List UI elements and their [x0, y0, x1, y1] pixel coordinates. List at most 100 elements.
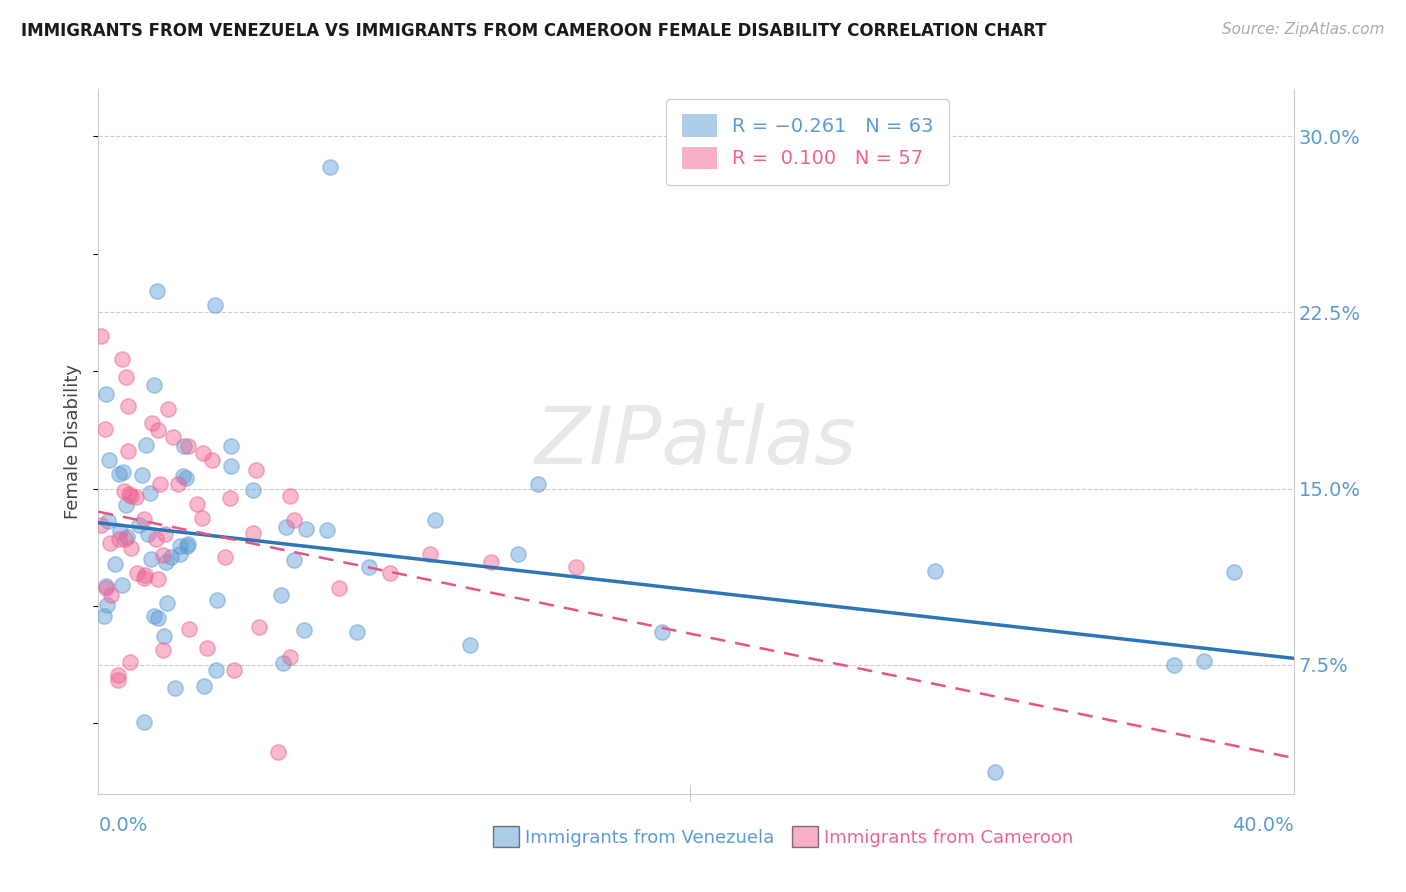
- Point: [169, 540, 191, 554]
- Point: [100, 589, 122, 603]
- Point: [104, 557, 127, 571]
- Point: [118, 487, 141, 501]
- Point: [564, 560, 586, 574]
- Point: [1223, 566, 1246, 580]
- Point: [176, 539, 198, 553]
- FancyBboxPatch shape: [792, 826, 818, 847]
- Point: [359, 559, 381, 574]
- Point: [146, 610, 169, 624]
- Point: [132, 571, 155, 585]
- Point: [132, 512, 155, 526]
- Point: [94, 579, 117, 593]
- Point: [146, 572, 169, 586]
- Point: [111, 352, 134, 367]
- Text: 40.0%: 40.0%: [1232, 816, 1294, 836]
- Point: [1192, 654, 1215, 668]
- Point: [142, 609, 165, 624]
- Point: [508, 547, 530, 561]
- Point: [127, 566, 149, 580]
- Point: [96, 599, 118, 613]
- Point: [148, 423, 170, 437]
- Point: [134, 568, 156, 582]
- Point: [190, 511, 212, 525]
- Point: [128, 518, 150, 533]
- Point: [90, 328, 112, 343]
- Point: [155, 556, 177, 570]
- Point: [143, 378, 166, 392]
- Point: [97, 514, 120, 528]
- Point: [141, 416, 163, 430]
- Point: [219, 439, 242, 453]
- Point: [152, 629, 174, 643]
- Point: [136, 526, 159, 541]
- Point: [163, 681, 186, 696]
- Point: [152, 548, 174, 562]
- Point: [108, 524, 131, 539]
- Point: [177, 537, 200, 551]
- Point: [115, 498, 138, 512]
- Point: [152, 642, 174, 657]
- Point: [162, 430, 184, 444]
- Point: [242, 525, 264, 540]
- Point: [166, 476, 188, 491]
- Point: [107, 668, 129, 682]
- Point: [173, 439, 195, 453]
- Point: [205, 592, 228, 607]
- Point: [114, 532, 136, 546]
- Point: [328, 581, 350, 595]
- Point: [419, 547, 441, 561]
- Point: [111, 578, 134, 592]
- Point: [214, 549, 236, 564]
- Point: [527, 476, 550, 491]
- FancyBboxPatch shape: [494, 826, 519, 847]
- Point: [115, 369, 138, 384]
- Point: [460, 638, 482, 652]
- Point: [380, 566, 402, 580]
- Point: [193, 680, 215, 694]
- Point: [174, 471, 197, 485]
- Y-axis label: Female Disability: Female Disability: [65, 364, 83, 519]
- Point: [346, 625, 368, 640]
- Point: [117, 399, 139, 413]
- Point: [177, 439, 200, 453]
- Text: Immigrants from Venezuela: Immigrants from Venezuela: [524, 829, 775, 847]
- Point: [156, 401, 179, 416]
- Point: [93, 609, 115, 624]
- Point: [204, 298, 226, 312]
- Point: [139, 552, 162, 566]
- Point: [283, 512, 305, 526]
- Point: [283, 553, 305, 567]
- Point: [90, 518, 112, 533]
- Legend: R = −0.261   N = 63, R =  0.100   N = 57: R = −0.261 N = 63, R = 0.100 N = 57: [666, 99, 949, 185]
- Point: [271, 656, 294, 670]
- Point: [319, 160, 342, 174]
- Point: [139, 485, 162, 500]
- Point: [242, 483, 264, 497]
- Point: [131, 467, 153, 482]
- Point: [295, 523, 318, 537]
- Point: [94, 387, 117, 401]
- Point: [108, 532, 131, 546]
- Point: [145, 532, 167, 546]
- Point: [423, 512, 446, 526]
- Point: [479, 555, 502, 569]
- Point: [924, 564, 946, 578]
- Point: [270, 588, 292, 602]
- Text: 0.0%: 0.0%: [98, 816, 148, 836]
- Point: [984, 764, 1007, 779]
- Point: [112, 465, 135, 479]
- Point: [120, 541, 142, 556]
- Text: Immigrants from Cameroon: Immigrants from Cameroon: [824, 829, 1073, 847]
- Point: [1163, 657, 1185, 672]
- Text: Source: ZipAtlas.com: Source: ZipAtlas.com: [1222, 22, 1385, 37]
- Point: [149, 477, 172, 491]
- Point: [153, 526, 176, 541]
- Point: [219, 491, 242, 506]
- Point: [112, 483, 135, 498]
- Text: ZIPatlas: ZIPatlas: [534, 402, 858, 481]
- Point: [267, 745, 290, 759]
- Point: [117, 530, 139, 544]
- Point: [97, 453, 120, 467]
- Point: [156, 596, 179, 610]
- Point: [191, 446, 214, 460]
